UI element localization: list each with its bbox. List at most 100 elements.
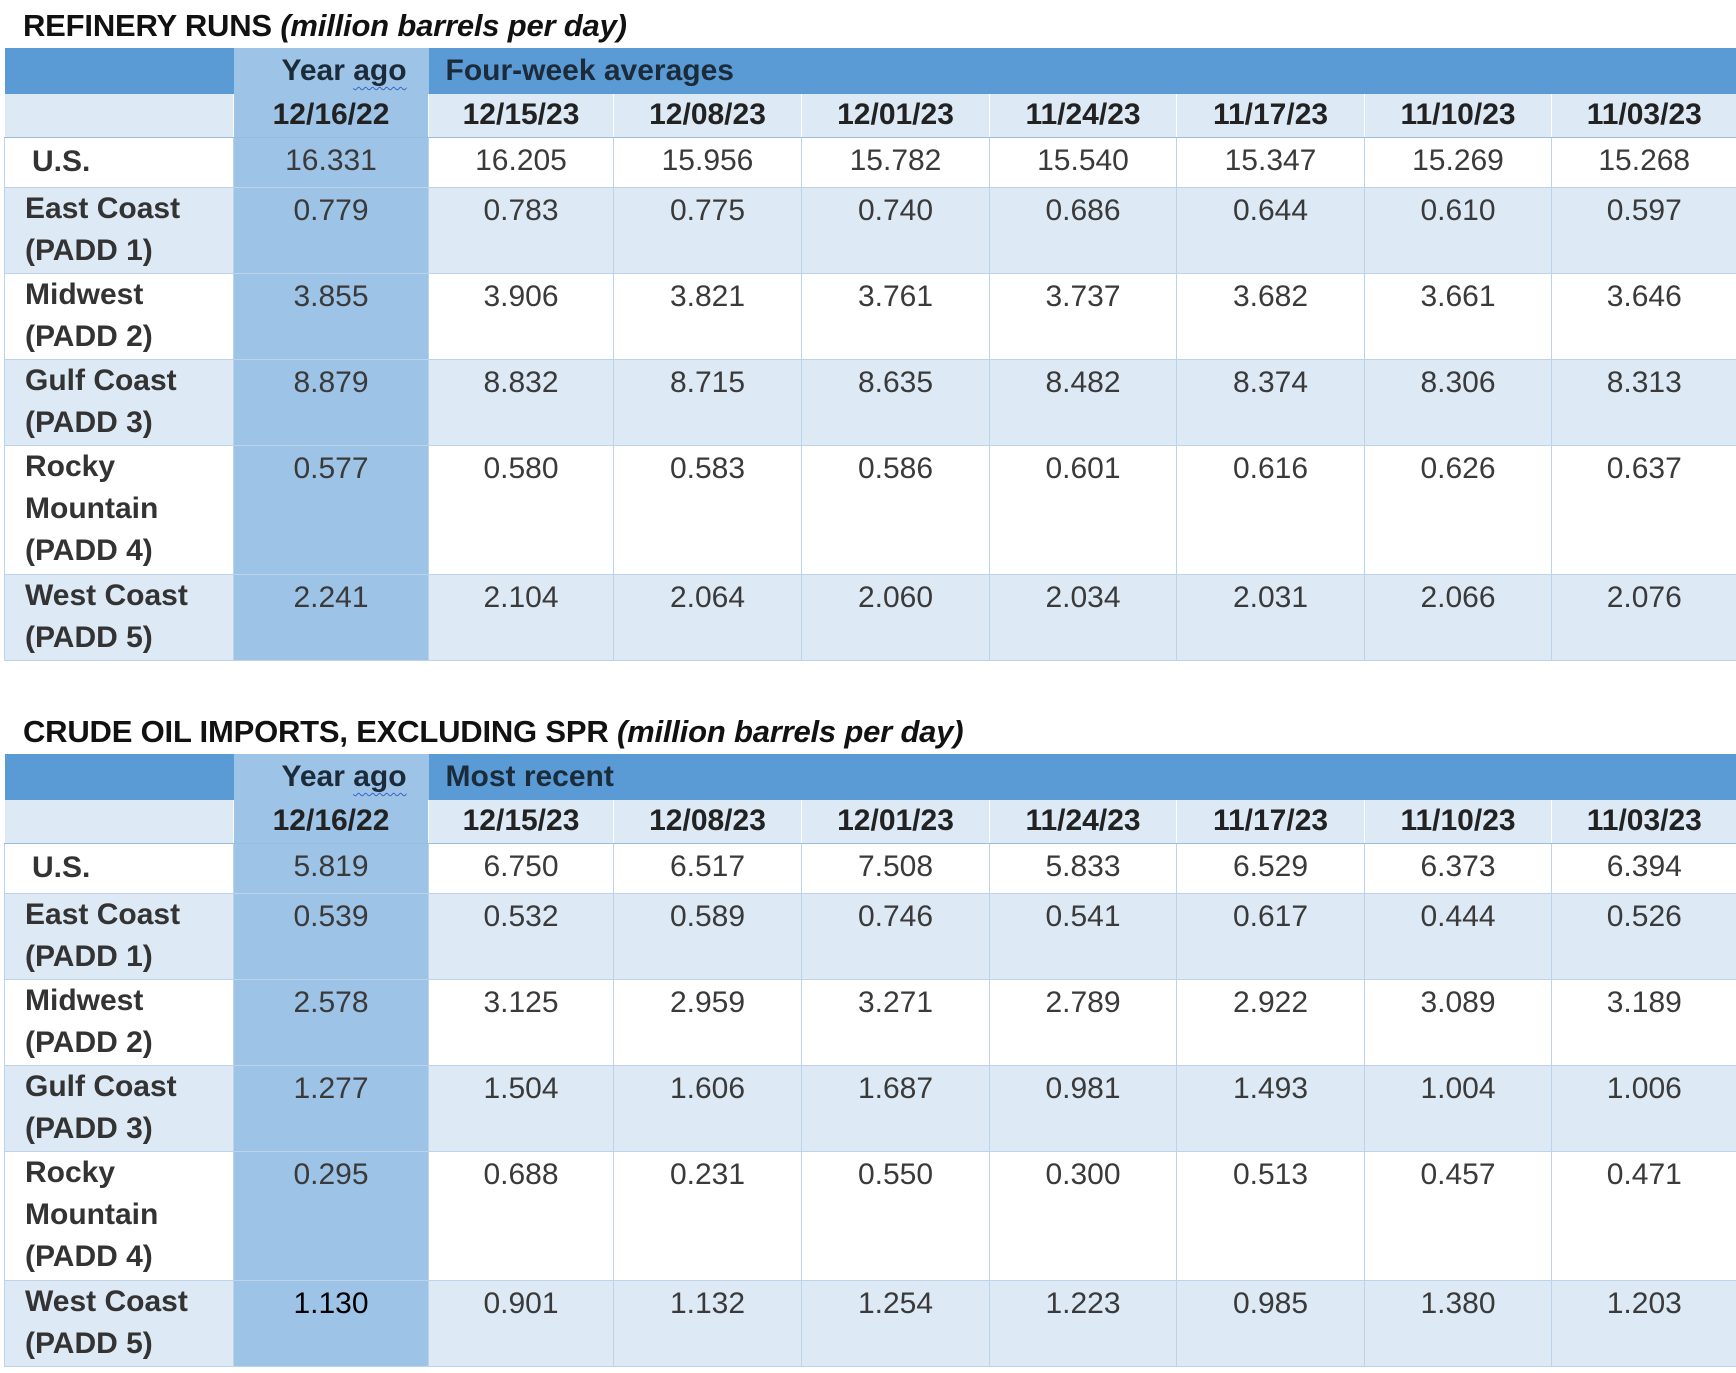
- value-cell: 0.231: [613, 1151, 802, 1281]
- value-cell: 0.583: [613, 445, 802, 575]
- value-cell: 3.271: [801, 979, 990, 1066]
- row-label-line: Mountain: [25, 491, 159, 525]
- value-cell: 6.373: [1364, 843, 1552, 894]
- year-ago-value: 1.130: [233, 1280, 429, 1367]
- table-row: Rocky Mountain (PADD 4) 0.577 0.580 0.583 0.58…: [4, 445, 1736, 575]
- value-cell: 8.715: [613, 359, 802, 446]
- imports-body: U.S. 5.819 6.750 6.517 7.508 5.833 6.529 6.373 6…: [4, 843, 1736, 1367]
- row-label-line: (PADD 2): [25, 1025, 153, 1059]
- value-cell: 0.783: [428, 187, 614, 274]
- value-cell: 8.313: [1551, 359, 1736, 446]
- row-label-line: (PADD 3): [25, 1111, 153, 1145]
- refinery-unit: (million barrels per day): [280, 8, 627, 43]
- refinery-title-text: REFINERY RUNS: [23, 8, 272, 43]
- row-label-line: West Coast: [25, 1284, 188, 1318]
- date-header-blank: [4, 800, 234, 844]
- date-header-year-ago: 12/16/22: [233, 800, 429, 844]
- value-cell: 0.457: [1364, 1151, 1552, 1281]
- value-cell: 0.541: [989, 893, 1177, 980]
- refinery-body: U.S. 16.331 16.205 15.956 15.782 15.540 15.347…: [4, 137, 1736, 661]
- row-label: East Coast (PADD 1): [4, 187, 234, 274]
- ago-word: ago: [353, 760, 407, 793]
- value-cell: 0.532: [428, 893, 614, 980]
- date-header: 12/15/23: [428, 800, 614, 844]
- value-cell: 8.482: [989, 359, 1177, 446]
- table-row: West Coast (PADD 5) 2.241 2.104 2.064 2.060 2.…: [4, 574, 1736, 661]
- header-blank: [4, 48, 234, 94]
- value-cell: 8.832: [428, 359, 614, 446]
- year-ago-value: 0.577: [233, 445, 429, 575]
- imports-header-group-row: Year ago Most recent: [4, 754, 1736, 800]
- table-row: East Coast (PADD 1) 0.779 0.783 0.775 0.740 0.…: [4, 187, 1736, 274]
- table-row: Midwest (PADD 2) 2.578 3.125 2.959 3.271 2.789…: [4, 979, 1736, 1066]
- value-cell: 1.203: [1550, 1280, 1736, 1367]
- row-label-line: (PADD 1): [25, 233, 153, 267]
- value-cell: 0.746: [801, 893, 990, 980]
- value-cell: 2.959: [613, 979, 802, 1066]
- value-cell: 3.189: [1550, 979, 1736, 1066]
- row-label-line: East Coast: [25, 191, 181, 225]
- row-label-line: (PADD 3): [25, 405, 153, 439]
- value-cell: 2.066: [1364, 574, 1552, 661]
- row-label: U.S.: [4, 843, 234, 894]
- row-label-line: Rocky: [25, 1155, 116, 1189]
- value-cell: 3.821: [613, 273, 802, 360]
- value-cell: 2.064: [613, 574, 802, 661]
- date-header: 12/08/23: [613, 800, 802, 844]
- value-cell: 0.601: [989, 445, 1177, 575]
- date-header: 12/15/23: [428, 94, 614, 138]
- value-cell: 0.444: [1364, 893, 1552, 980]
- value-cell: 0.550: [801, 1151, 990, 1281]
- year-ago-value: 0.779: [233, 187, 429, 274]
- value-cell: 1.380: [1364, 1280, 1552, 1367]
- row-label: U.S.: [4, 137, 234, 188]
- table-row: West Coast (PADD 5) 1.130 0.901 1.132 1.254 1.…: [4, 1280, 1736, 1367]
- value-cell: 0.617: [1176, 893, 1365, 980]
- date-header: 11/17/23: [1176, 94, 1365, 138]
- row-label-line: Rocky: [25, 449, 116, 483]
- imports-title: CRUDE OIL IMPORTS, EXCLUDING SPR (millio…: [23, 714, 964, 750]
- value-cell: 0.597: [1551, 187, 1736, 274]
- imports-title-text: CRUDE OIL IMPORTS, EXCLUDING SPR: [23, 714, 609, 749]
- value-cell: 1.687: [801, 1065, 990, 1152]
- value-cell: 1.606: [613, 1065, 802, 1152]
- year-ago-value: 3.855: [233, 273, 429, 360]
- value-cell: 0.775: [613, 187, 802, 274]
- date-header: 11/24/23: [989, 800, 1177, 844]
- value-cell: 15.540: [989, 137, 1177, 188]
- value-cell: 3.089: [1364, 979, 1552, 1066]
- row-label-line: U.S.: [32, 144, 91, 178]
- date-header: 11/10/23: [1364, 800, 1552, 844]
- refinery-header-group-row: Year ago Four-week averages: [4, 48, 1736, 94]
- table-row: Rocky Mountain (PADD 4) 0.295 0.688 0.231 0.55…: [4, 1151, 1736, 1281]
- value-cell: 2.034: [989, 574, 1177, 661]
- row-label-line: Gulf Coast: [25, 1069, 177, 1103]
- date-header: 11/03/23: [1551, 94, 1736, 138]
- year-ago-header: Year ago: [233, 754, 429, 800]
- year-ago-value: 16.331: [233, 137, 429, 188]
- year-ago-value: 2.241: [233, 574, 429, 661]
- date-header-blank: [4, 94, 234, 138]
- value-cell: 0.300: [989, 1151, 1177, 1281]
- row-label-line: Midwest: [25, 277, 144, 311]
- date-header: 11/24/23: [989, 94, 1177, 138]
- year-ago-value: 5.819: [233, 843, 429, 894]
- value-cell: 0.586: [801, 445, 990, 575]
- value-cell: 2.789: [989, 979, 1177, 1066]
- imports-unit: (million barrels per day): [616, 714, 964, 749]
- row-label-line: (PADD 4): [25, 533, 153, 567]
- date-header: 11/17/23: [1176, 800, 1365, 844]
- year-ago-header: Year ago: [233, 48, 429, 94]
- row-label-line: Mountain: [25, 1197, 159, 1231]
- value-cell: 3.906: [428, 273, 614, 360]
- year-ago-value: 0.539: [233, 893, 429, 980]
- group-label: Most recent: [445, 760, 614, 793]
- row-label: Rocky Mountain (PADD 4): [4, 445, 234, 575]
- value-cell: 1.223: [989, 1280, 1177, 1367]
- row-label: Midwest (PADD 2): [4, 979, 234, 1066]
- group-label: Four-week averages: [445, 54, 734, 87]
- year-ago-value: 1.277: [233, 1065, 429, 1152]
- value-cell: 0.610: [1364, 187, 1552, 274]
- year-ago-word: Year: [281, 54, 345, 87]
- row-label-line: West Coast: [25, 578, 188, 612]
